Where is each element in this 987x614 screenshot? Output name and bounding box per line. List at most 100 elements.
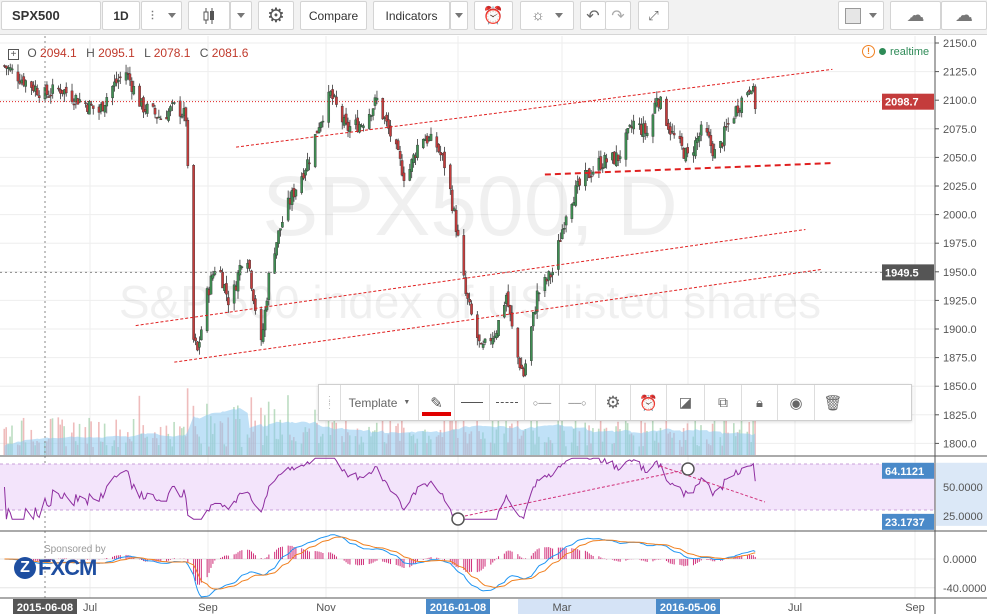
candle-body [723, 126, 726, 146]
candle-body [16, 71, 20, 82]
realtime-status: ! realtime [862, 45, 929, 58]
save-chart-button[interactable]: ☁ [941, 1, 987, 30]
drawing-alert-button[interactable]: ⏰ [631, 385, 667, 420]
candle-body [173, 102, 176, 104]
send-to-back-icon: ⧉ [718, 394, 728, 410]
bring-front-button[interactable]: ◪ [667, 385, 705, 420]
delete-button[interactable]: 🗑︎ [815, 385, 851, 420]
candle-body [198, 342, 201, 348]
volume-bar [138, 395, 141, 455]
candle-body [516, 327, 520, 358]
candle-body [530, 326, 533, 361]
candle-body [456, 229, 460, 236]
candle-body [248, 259, 251, 269]
candle-body [562, 228, 566, 230]
template-button[interactable]: Template ▼ [341, 385, 419, 420]
send-back-button[interactable]: ⧉ [705, 385, 742, 420]
candle-body [327, 91, 331, 123]
candle-body [450, 189, 454, 211]
line-style-button[interactable] [490, 385, 525, 420]
line-color-button[interactable]: ✎ [419, 385, 455, 420]
candle-body [51, 84, 55, 94]
drag-handle[interactable]: ⋮ ⋮ [319, 385, 341, 420]
volume-bar [61, 419, 63, 455]
candle-body [200, 329, 203, 341]
rsi-band [0, 464, 935, 510]
candle-body [584, 170, 587, 187]
candle-body [302, 172, 305, 179]
candle-body [178, 100, 182, 117]
candle-body [273, 253, 276, 274]
candle-body [684, 148, 688, 162]
candle-body [632, 120, 635, 130]
candle-body [518, 358, 522, 368]
candle-body [659, 96, 662, 109]
candle-body [686, 147, 689, 154]
fullscreen-icon: ⤢ [648, 7, 659, 23]
volume-bar [536, 397, 538, 455]
redo-button[interactable]: ↷ [605, 1, 631, 30]
candle-body [227, 297, 230, 306]
compare-button[interactable]: Compare [300, 1, 367, 30]
warning-icon[interactable]: ! [862, 45, 875, 58]
rsi-high-tag-bg [882, 462, 934, 479]
price-tick-label: 2100.0 [943, 95, 977, 107]
load-chart-button[interactable]: ☁ [890, 1, 941, 30]
candle-body [381, 97, 385, 120]
candle-body [240, 266, 244, 268]
candle-body [145, 103, 149, 114]
candle-body [263, 309, 267, 331]
indicators-button[interactable]: Indicators [373, 1, 450, 30]
settings-button[interactable]: ⚙ [258, 1, 294, 30]
candle-body [333, 95, 336, 97]
interval-menu-button[interactable]: ⋮ [141, 1, 182, 30]
candle-body [645, 132, 649, 136]
rsi-axis-range [936, 462, 987, 526]
candle-body [477, 334, 481, 342]
left-end-button[interactable]: ○── [525, 385, 560, 420]
lock-button[interactable]: 🔒︎ [742, 385, 778, 420]
visibility-button[interactable]: ◉ [778, 385, 815, 420]
interval-button[interactable]: 1D [102, 1, 140, 30]
color-button[interactable] [838, 1, 884, 30]
candle-body [5, 65, 8, 69]
alert-button[interactable]: ⏰ [474, 1, 513, 30]
candle-body [669, 126, 672, 135]
indicators-menu[interactable] [450, 1, 468, 30]
candle-body [321, 120, 325, 123]
candle-body [286, 197, 290, 221]
cloud-upload-icon: ☁ [955, 5, 973, 25]
candle-body [672, 132, 676, 136]
price-tick-label: 1825.0 [943, 410, 977, 422]
legend-toggle-icon[interactable]: + [8, 49, 19, 60]
price-tick-label: 2000.0 [943, 210, 977, 222]
undo-button[interactable]: ↶ [580, 1, 606, 30]
ohlc-legend: + O 2094.1 H 2095.1 L 2078.1 C 2081.6 [8, 46, 254, 60]
symbol-input[interactable]: SPX500 [1, 1, 101, 30]
candle-body [628, 124, 632, 127]
chart-style-button[interactable] [188, 1, 230, 30]
line-width-button[interactable] [455, 385, 490, 420]
price-tick-label: 1850.0 [943, 381, 977, 393]
candle-body [713, 149, 717, 159]
candle-body [169, 106, 172, 112]
time-tick-label: Mar [553, 602, 572, 614]
candle-body [331, 89, 334, 99]
chart-style-menu[interactable] [230, 1, 252, 30]
price-tick-label: 2075.0 [943, 124, 977, 136]
rsi-trend-line [659, 465, 766, 503]
candle-body [45, 84, 49, 95]
candle-body [665, 98, 668, 126]
drawing-settings-button[interactable]: ⚙ [596, 385, 631, 420]
right-end-button[interactable]: ──○ [560, 385, 596, 420]
theme-button[interactable]: ☼ [520, 1, 574, 30]
lightbulb-icon: ☼ [531, 7, 545, 24]
candle-body [470, 303, 473, 315]
candle-body [643, 123, 647, 134]
fullscreen-button[interactable]: ⤢ [638, 1, 669, 30]
rsi-trend-line [459, 468, 691, 518]
low-value: 2078.1 [153, 46, 191, 60]
candle-body [591, 171, 595, 175]
candle-body [466, 293, 469, 299]
